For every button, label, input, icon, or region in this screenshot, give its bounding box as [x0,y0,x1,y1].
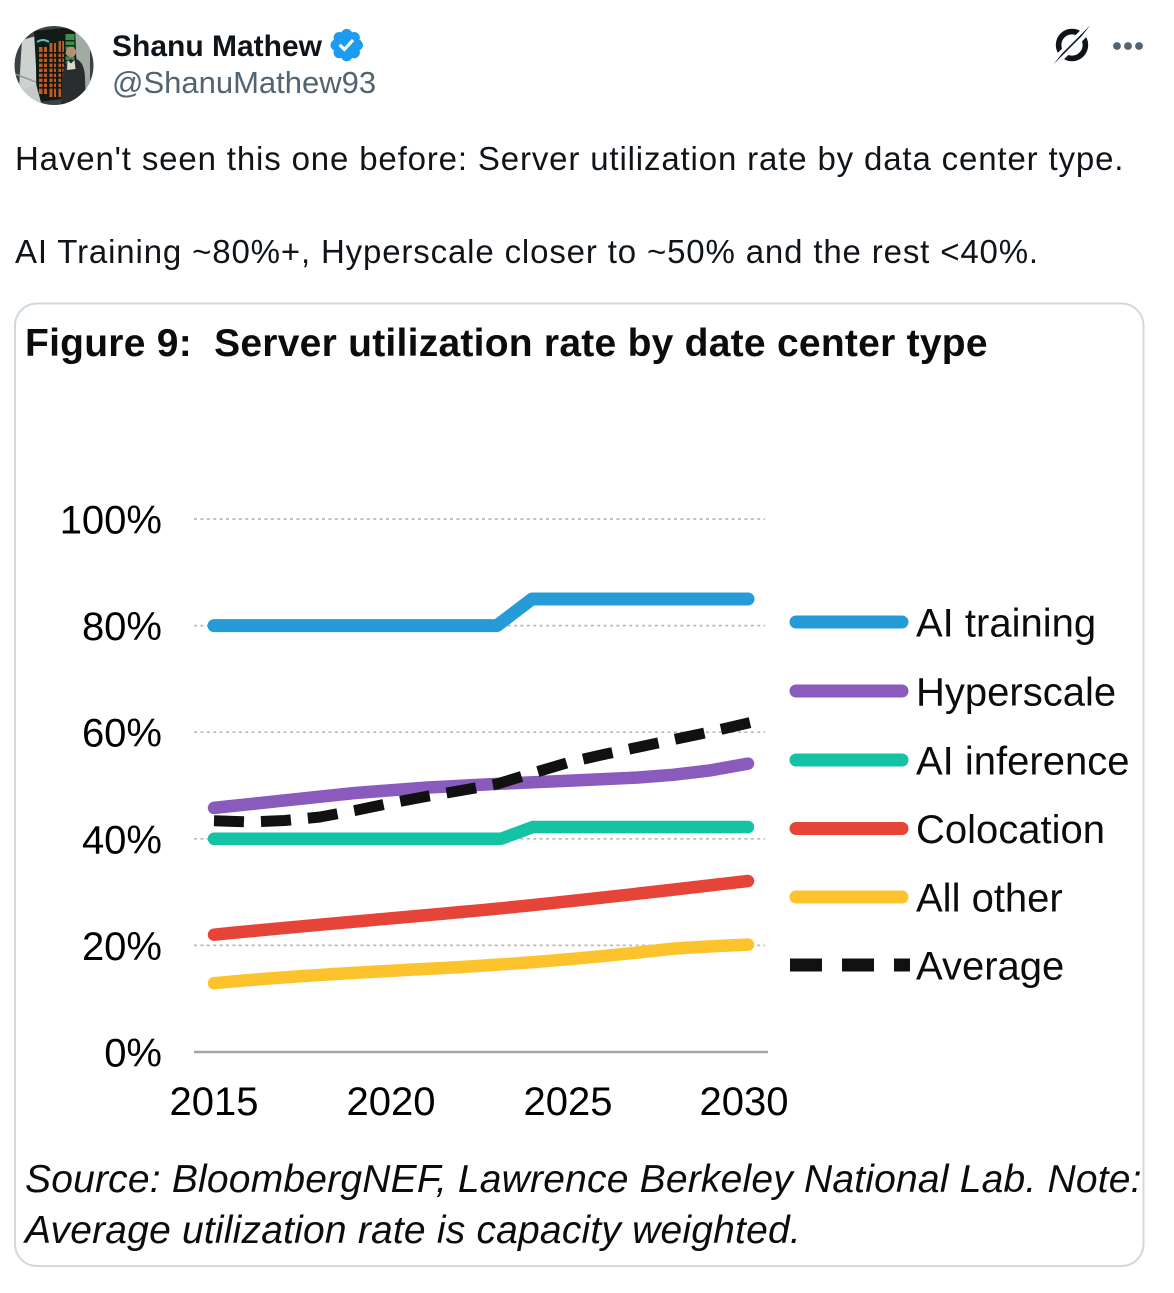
svg-text:Average utilization rate is ca: Average utilization rate is capacity wei… [23,1209,801,1252]
svg-text:60%: 60% [82,712,162,756]
svg-text:2030: 2030 [700,1080,789,1124]
svg-text:Source: BloombergNEF, Lawrence: Source: BloombergNEF, Lawrence Berkeley … [25,1158,1142,1201]
svg-text:Shanu Mathew: Shanu Mathew [112,30,323,63]
svg-text:AI training: AI training [916,602,1096,646]
svg-text:0%: 0% [104,1032,162,1076]
svg-text:All other: All other [916,877,1063,921]
svg-text:AI Training ~80%+, Hyperscale: AI Training ~80%+, Hyperscale closer to … [15,233,1039,270]
svg-text:AI inference: AI inference [916,740,1129,784]
svg-text:Colocation: Colocation [916,808,1105,852]
svg-text:@ShanuMathew93: @ShanuMathew93 [112,65,376,100]
svg-text:40%: 40% [82,819,162,863]
svg-text:Average: Average [916,945,1064,989]
svg-text:80%: 80% [82,605,162,649]
svg-text:20%: 20% [82,925,162,969]
svg-text:100%: 100% [60,499,162,543]
svg-text:2025: 2025 [524,1080,613,1124]
svg-text:Hyperscale: Hyperscale [916,671,1116,715]
svg-text:Figure 9: Server utilization: Figure 9: Server utilization rate by dat… [25,322,988,365]
svg-text:Haven't seen this one before:: Haven't seen this one before: Server uti… [15,140,1124,177]
svg-text:2020: 2020 [347,1080,436,1124]
svg-text:2015: 2015 [170,1080,259,1124]
